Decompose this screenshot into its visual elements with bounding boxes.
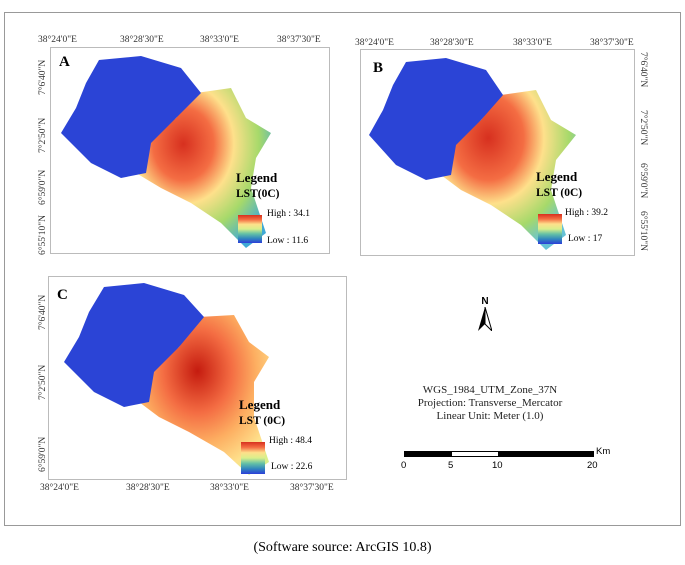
lon-label: 38°33'0"E	[513, 38, 552, 48]
panel-letter: B	[373, 60, 384, 76]
map-frame-a: A Legend LST(0C) High : 34.1 Low : 11.6	[50, 47, 330, 254]
lon-label: 38°24'0"E	[40, 483, 79, 493]
linear-unit: Linear Unit: Meter (1.0)	[436, 410, 544, 422]
lat-label: 7°6'40"N	[638, 52, 648, 88]
legend: Legend LST (0C)	[239, 397, 285, 428]
lake	[369, 58, 503, 180]
caption: (Software source: ArcGIS 10.8)	[253, 540, 432, 555]
lon-label: 38°24'0"E	[38, 35, 77, 45]
lst-map-b	[369, 58, 576, 250]
coordinate-system: WGS_1984_UTM_Zone_37N	[422, 384, 558, 396]
lon-label: 38°28'30"E	[120, 35, 164, 45]
projection: Projection: Transverse_Mercator	[417, 397, 563, 409]
lat-label: 7°2'50"N	[38, 117, 48, 153]
projection-info: WGS_1984_UTM_Zone_37N Projection: Transv…	[400, 384, 580, 423]
panel-letter: C	[57, 287, 68, 303]
lon-label: 38°33'0"E	[210, 483, 249, 493]
legend-high: High : 39.2	[565, 208, 609, 218]
figure-frame	[4, 12, 681, 526]
color-ramp	[241, 442, 265, 474]
color-ramp	[238, 215, 262, 243]
legend-high: High : 34.1	[267, 209, 311, 219]
legend-low: Low : 11.6	[267, 236, 309, 246]
legend-title: Legend	[239, 397, 281, 412]
legend-subtitle: LST(0C)	[236, 188, 280, 200]
color-ramp	[538, 214, 562, 244]
lat-label: 6°55'10"N	[638, 211, 648, 251]
scale-unit: Km	[596, 446, 611, 457]
scale-tick: 0	[401, 460, 407, 471]
lake	[64, 283, 204, 407]
lon-label: 38°28'30"E	[126, 483, 170, 493]
land-area	[441, 90, 576, 250]
lat-label: 6°55'10"N	[38, 215, 48, 255]
scale-tick: 20	[587, 460, 598, 471]
lst-map-a	[61, 56, 271, 248]
lat-label: 6°59'0"N	[638, 163, 648, 199]
legend: Legend LST (0C)	[536, 169, 582, 200]
land-area	[139, 315, 269, 475]
north-arrow-icon	[478, 306, 493, 332]
land-area	[136, 88, 271, 248]
north-label: N	[481, 296, 489, 307]
legend-low: Low : 17	[568, 234, 603, 244]
lon-label: 38°33'0"E	[200, 35, 239, 45]
lat-label: 6°59'0"N	[38, 169, 48, 205]
legend-high: High : 48.4	[269, 436, 313, 446]
lake	[61, 56, 201, 178]
lat-label: 7°2'50"N	[638, 110, 648, 146]
legend-low: Low : 22.6	[271, 462, 313, 472]
lat-label: 7°6'40"N	[38, 59, 48, 95]
legend-title: Legend	[536, 169, 578, 184]
panel-letter: A	[59, 54, 70, 70]
scale-tick: 10	[492, 460, 503, 471]
lon-label: 38°24'0"E	[355, 38, 394, 48]
lon-label: 38°37'30"E	[277, 35, 321, 45]
lst-map-c	[64, 283, 269, 475]
scale-tick: 5	[448, 460, 454, 471]
map-frame-c: C Legend LST (0C) High : 48.4 Low : 22.6	[48, 276, 347, 480]
lon-label: 38°37'30"E	[290, 483, 334, 493]
lon-label: 38°37'30"E	[590, 38, 634, 48]
north-arrow: N	[475, 296, 495, 336]
legend-title: Legend	[236, 170, 278, 185]
map-frame-b: B Legend LST (0C) High : 39.2 Low : 17	[360, 49, 635, 256]
legend-subtitle: LST (0C)	[536, 187, 583, 199]
lon-label: 38°28'30"E	[430, 38, 474, 48]
legend: Legend LST(0C)	[236, 170, 279, 201]
legend-subtitle: LST (0C)	[239, 415, 286, 427]
